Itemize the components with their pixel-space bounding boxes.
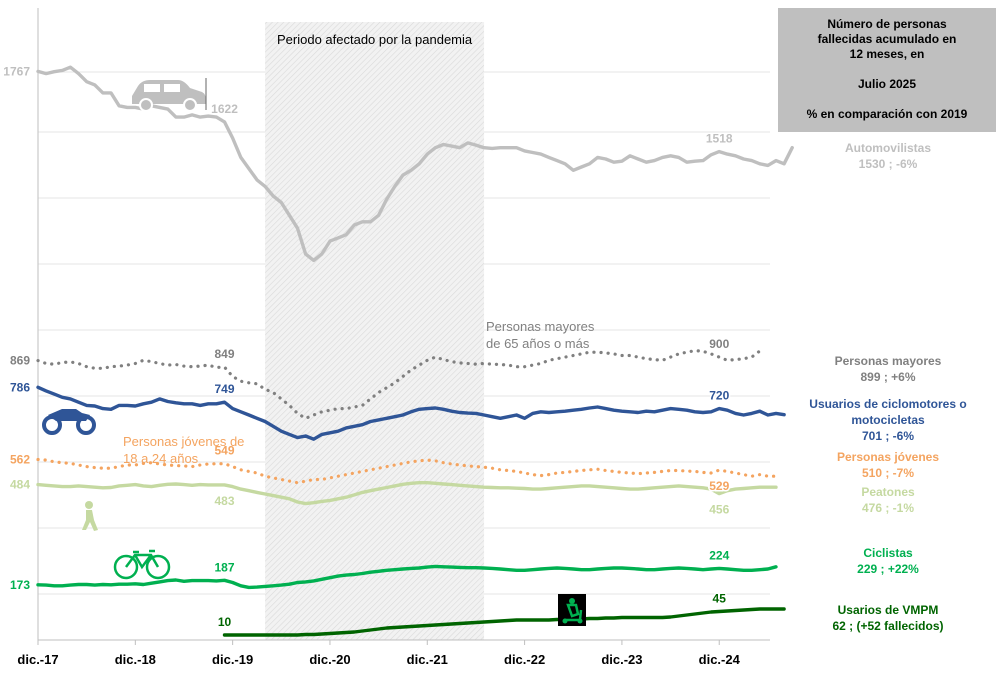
y-start-label: 484 (10, 478, 30, 492)
legend-personas-jovenes: Personas jóvenes 510 ; -7% (778, 449, 998, 481)
series-line-3 (36, 385, 786, 441)
x-tick-label: dic.-19 (212, 652, 253, 667)
legend-value: 229 ; +22% (857, 562, 919, 576)
data-label: 849 (215, 347, 235, 361)
x-tick-label: dic.-18 (115, 652, 156, 667)
data-label: 45 (713, 592, 727, 606)
data-label: 483 (215, 494, 235, 508)
x-tick-label: dic.-23 (601, 652, 642, 667)
car-icon (132, 78, 207, 112)
title-line-3: 12 meses, en (849, 47, 925, 61)
y-start-label: 173 (10, 578, 30, 592)
data-label: 187 (215, 560, 235, 574)
data-label: 1518 (706, 132, 733, 146)
x-tick-label: dic.-20 (309, 652, 350, 667)
series-lines (36, 65, 794, 637)
series-line-1 (36, 65, 794, 263)
series-line-5 (36, 481, 778, 506)
pandemic-shade: Periodo afectado por la pandemia (265, 22, 485, 640)
legend-value: 510 ; -7% (861, 466, 915, 480)
x-tick-label: dic.-17 (17, 652, 58, 667)
chart-title-box: Número de personas fallecidas acumulado … (778, 8, 996, 132)
pedestrian-icon (82, 501, 98, 531)
axes: dic.-17 dic.-18 dic.-19 dic.-20 dic.-21 dic.-… (17, 8, 770, 667)
data-label: 529 (709, 479, 729, 493)
title-line-1: Número de personas (827, 17, 947, 31)
pandemic-label: Periodo afectado por la pandemia (277, 32, 473, 47)
legend-name: Usuarios de ciclomotores o motocicletas (809, 397, 967, 427)
legend-name: Personas jóvenes (836, 450, 940, 464)
inline-label-mayores: Personas mayores (486, 319, 595, 334)
motorcycle-icon (42, 409, 96, 435)
legend-name: Automovilistas (844, 141, 931, 155)
inline-label-mayores-2: de 65 años o más (486, 336, 590, 351)
inline-label-jovenes: Personas jóvenes de (123, 434, 244, 449)
data-labels: 1622 1518 849 900 749 720 549 529 483 456 187 224 10… (3, 64, 734, 630)
legend-value: 1530 ; -6% (858, 157, 918, 171)
data-label: 1622 (211, 102, 238, 116)
title-line-2: fallecidas acumulado en (817, 32, 957, 46)
data-label: 549 (215, 444, 235, 458)
legend-ciclistas: Ciclistas 229 ; +22% (778, 545, 998, 577)
data-label: 224 (709, 548, 729, 562)
pandemic-band (265, 22, 485, 640)
bicycle-icon (113, 549, 171, 580)
icons (42, 78, 586, 626)
y-start-label: 562 (10, 452, 30, 466)
inline-label-jovenes-2: 18 a 24 años (123, 451, 199, 466)
legend-motocicletas: Usuarios de ciclomotores o motocicletas … (778, 396, 998, 444)
legend-personas-mayores: Personas mayores 899 ; +6% (778, 353, 998, 385)
legend-name: Personas mayores (834, 354, 942, 368)
series-line-7 (222, 607, 786, 637)
legend-peatones: Peatones 476 ; -1% (778, 484, 998, 516)
legend-name: Peatones (861, 485, 915, 499)
legend-automovilistas: Automovilistas 1530 ; -6% (778, 140, 998, 172)
title-line-4: Julio 2025 (857, 77, 917, 91)
legend-value: 476 ; -1% (861, 501, 915, 515)
x-tick-label: dic.-21 (407, 652, 448, 667)
y-start-label: 869 (10, 354, 30, 368)
legend-value: 701 ; -6% (861, 429, 915, 443)
series-line-4 (36, 457, 778, 485)
y-start-label: 1767 (3, 64, 30, 78)
x-tick-label: dic.-22 (504, 652, 545, 667)
data-label: 900 (709, 337, 729, 351)
legend-name: Usarios de VMPM (837, 603, 939, 617)
legend-value: 62 ; (+52 fallecidos) (832, 619, 944, 633)
title-line-5: % en comparación con 2019 (806, 107, 968, 121)
data-label: 10 (218, 615, 232, 629)
legend-name: Ciclistas (863, 546, 913, 560)
scooter-icon (558, 594, 586, 626)
data-label: 720 (709, 389, 729, 403)
y-start-label: 786 (10, 380, 30, 394)
series-line-2 (36, 349, 762, 420)
legend-value: 899 ; +6% (860, 370, 916, 384)
x-tick-label: dic.-24 (699, 652, 741, 667)
data-label: 456 (709, 503, 729, 517)
data-label: 749 (215, 382, 235, 396)
series-line-6 (36, 564, 778, 590)
legend-vmpm: Usarios de VMPM 62 ; (+52 fallecidos) (778, 602, 998, 634)
